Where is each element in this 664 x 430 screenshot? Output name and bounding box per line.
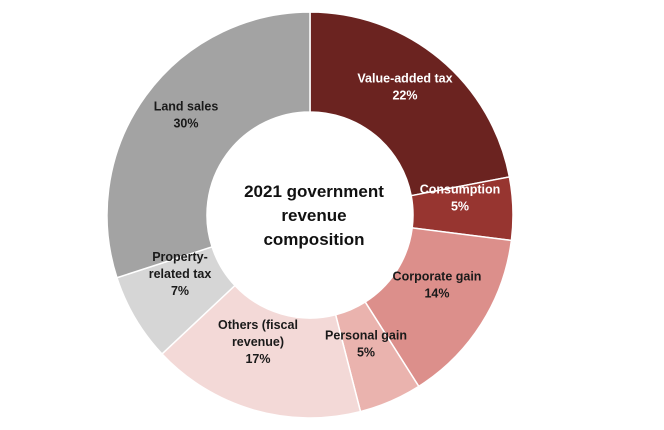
slice-2 <box>364 227 513 388</box>
slice-label-line: 30% <box>173 117 198 131</box>
center-title-line: composition <box>263 230 364 249</box>
slice-label-line: Others (fiscal <box>218 318 298 332</box>
slice-label-2: Corporate gain 14% <box>393 270 482 301</box>
slice-4 <box>160 284 362 419</box>
slice-label-line: Land sales <box>154 100 219 114</box>
slice-label-5: Property-related tax 7% <box>149 250 212 298</box>
slice-label-line: 17% <box>245 352 270 366</box>
slice-label-line: 22% <box>392 89 417 103</box>
labels-layer: Value-added tax 22% Consumption 5% Corporate… <box>149 72 501 367</box>
slice-label-line: 7% <box>171 284 189 298</box>
slice-label-line: Consumption <box>420 183 501 197</box>
slice-label-line: 5% <box>451 200 469 214</box>
slice-label-line: 14% <box>424 287 449 301</box>
center-title-line: revenue <box>281 206 346 225</box>
slice-label-line: related tax <box>149 267 212 281</box>
slice-label-line: Corporate gain <box>393 270 482 284</box>
slice-label-6: Land sales 30% <box>154 100 219 131</box>
slice-label-line: Personal gain <box>325 329 407 343</box>
slice-0 <box>309 11 511 197</box>
center-title: 2021 government revenue composition <box>244 182 384 249</box>
center-title-line: 2021 government <box>244 182 384 201</box>
slice-label-line: Property- <box>152 250 208 264</box>
slice-label-1: Consumption 5% <box>420 183 501 214</box>
slice-label-3: Personal gain 5% <box>325 329 407 360</box>
slices-layer <box>106 11 514 419</box>
slice-label-0: Value-added tax 22% <box>357 72 452 103</box>
slice-6 <box>106 11 311 279</box>
slice-label-4: Others (fiscal revenue) 17% <box>218 318 298 366</box>
slice-label-line: Value-added tax <box>357 72 452 86</box>
slice-label-line: 5% <box>357 346 375 360</box>
slice-label-line: revenue) <box>232 335 284 349</box>
